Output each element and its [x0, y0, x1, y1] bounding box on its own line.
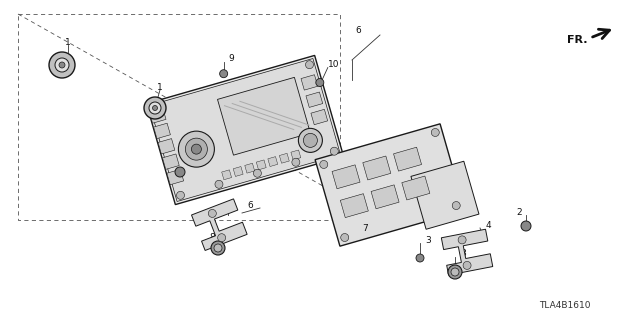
Circle shape: [431, 129, 439, 137]
Circle shape: [320, 160, 328, 168]
Polygon shape: [340, 194, 369, 218]
Circle shape: [452, 202, 460, 210]
Polygon shape: [147, 55, 344, 204]
Polygon shape: [301, 75, 317, 90]
Text: 8: 8: [209, 233, 215, 242]
Circle shape: [209, 209, 216, 217]
Circle shape: [521, 221, 531, 231]
Polygon shape: [233, 166, 243, 176]
Circle shape: [458, 236, 466, 244]
Circle shape: [55, 58, 69, 72]
Polygon shape: [371, 185, 399, 209]
Polygon shape: [394, 147, 422, 171]
Text: 7: 7: [362, 223, 368, 233]
Text: 6: 6: [247, 201, 253, 210]
Polygon shape: [332, 165, 360, 189]
Polygon shape: [442, 229, 493, 275]
Polygon shape: [411, 161, 479, 229]
Polygon shape: [149, 108, 166, 123]
Text: 1: 1: [65, 37, 71, 46]
Text: 5: 5: [219, 206, 225, 215]
Text: 1: 1: [157, 83, 163, 92]
Circle shape: [144, 97, 166, 119]
Circle shape: [49, 52, 75, 78]
Circle shape: [152, 105, 160, 113]
Text: 8: 8: [460, 250, 466, 259]
Circle shape: [179, 131, 214, 167]
Polygon shape: [306, 92, 323, 108]
Circle shape: [416, 254, 424, 262]
Circle shape: [463, 261, 471, 269]
Polygon shape: [244, 163, 255, 173]
Circle shape: [340, 234, 349, 242]
Text: 2: 2: [170, 158, 176, 167]
Text: 10: 10: [328, 60, 340, 69]
Circle shape: [214, 244, 222, 252]
Polygon shape: [402, 176, 430, 200]
Text: 9: 9: [228, 54, 234, 63]
Circle shape: [149, 102, 161, 114]
Polygon shape: [311, 109, 328, 125]
Text: 6: 6: [355, 26, 361, 35]
Circle shape: [186, 138, 207, 160]
Circle shape: [316, 78, 324, 86]
Polygon shape: [280, 153, 289, 163]
Circle shape: [305, 61, 314, 69]
Circle shape: [191, 144, 202, 154]
Polygon shape: [291, 150, 301, 160]
Circle shape: [451, 268, 459, 276]
Circle shape: [152, 106, 157, 110]
Text: 3: 3: [425, 236, 431, 244]
Polygon shape: [163, 154, 179, 169]
Circle shape: [215, 180, 223, 188]
Circle shape: [303, 133, 317, 148]
Text: FR.: FR.: [566, 35, 587, 45]
Polygon shape: [315, 124, 465, 246]
Circle shape: [448, 265, 462, 279]
Circle shape: [211, 241, 225, 255]
Polygon shape: [218, 77, 310, 155]
Polygon shape: [150, 59, 340, 202]
Polygon shape: [268, 156, 278, 166]
Polygon shape: [221, 170, 232, 180]
Circle shape: [330, 147, 339, 155]
Text: 2: 2: [516, 207, 522, 217]
Circle shape: [298, 128, 323, 152]
Circle shape: [292, 158, 300, 166]
Polygon shape: [167, 169, 184, 185]
Circle shape: [220, 70, 228, 78]
Text: TLA4B1610: TLA4B1610: [540, 300, 591, 309]
Polygon shape: [191, 199, 247, 251]
Circle shape: [175, 167, 185, 177]
Circle shape: [218, 234, 226, 242]
Polygon shape: [158, 139, 175, 154]
Circle shape: [253, 169, 261, 177]
Polygon shape: [256, 160, 266, 170]
Text: 4: 4: [485, 220, 491, 229]
Circle shape: [59, 62, 65, 68]
Polygon shape: [154, 123, 170, 139]
Circle shape: [177, 191, 184, 199]
Polygon shape: [363, 156, 391, 180]
